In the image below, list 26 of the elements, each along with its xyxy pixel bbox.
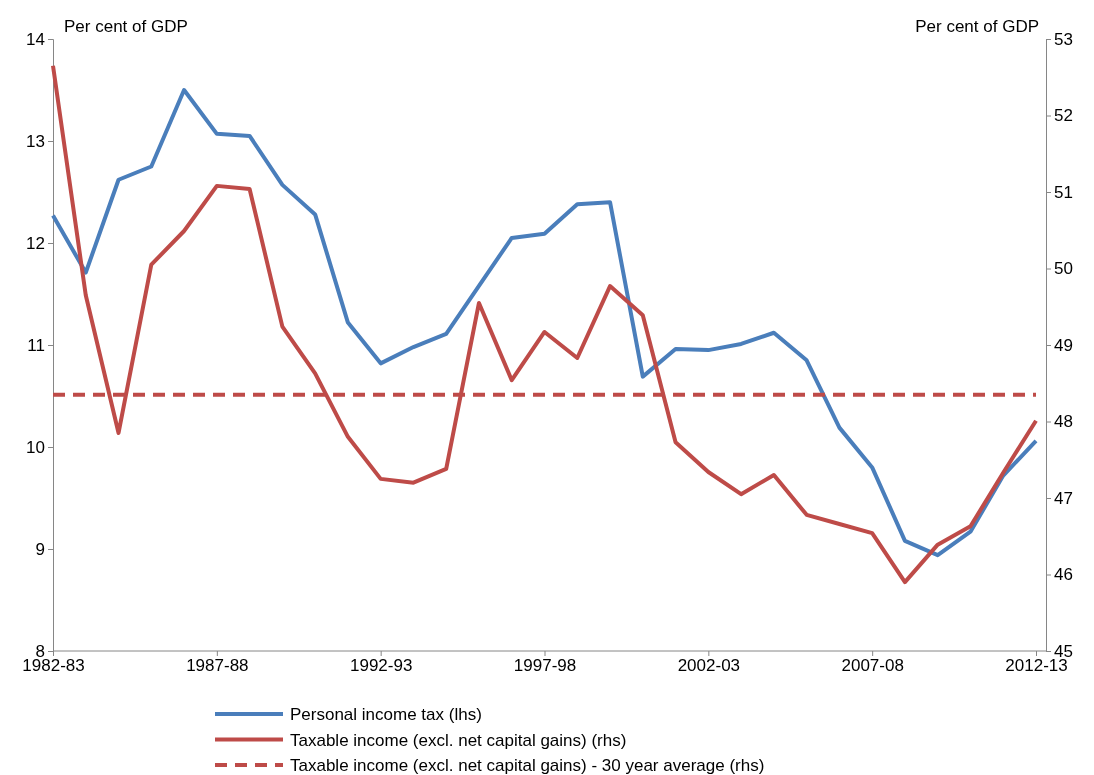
y2-tick-label: 49 (1054, 335, 1073, 355)
y2-axis-title: Per cent of GDP (915, 17, 1039, 36)
y2-tick-label: 46 (1054, 565, 1073, 585)
y-tick-label: 12 (26, 233, 45, 253)
y-tick-label: 11 (27, 335, 45, 355)
y2-tick-label: 53 (1054, 29, 1073, 49)
x-tick-label: 2012-13 (1005, 656, 1068, 676)
y2-tick-label: 48 (1054, 412, 1073, 432)
y-axis-title: Per cent of GDP (64, 17, 188, 36)
y2-tick-label: 51 (1054, 182, 1073, 202)
y2-tick-label: 47 (1054, 488, 1073, 508)
legend-label: Taxable income (excl. net capital gains) - 30 year average (rhs) (290, 756, 765, 775)
y-tick-label: 13 (26, 131, 45, 151)
x-tick-label: 1992-93 (349, 656, 413, 676)
legend-label: Taxable income (excl. net capital gains) (rhs) (290, 730, 627, 750)
y-tick-label: 9 (35, 539, 45, 559)
y2-tick-label: 50 (1054, 259, 1073, 279)
y-tick-label: 14 (26, 29, 45, 49)
x-tick-label: 2007-08 (841, 656, 904, 676)
y2-tick-label: 52 (1054, 106, 1073, 126)
x-tick-label: 1987-88 (186, 656, 249, 676)
y-tick-label: 10 (26, 437, 45, 457)
legend-label: Personal income tax (lhs) (290, 705, 482, 724)
x-tick-label: 2002-03 (677, 656, 741, 676)
x-tick-label: 1982-83 (22, 656, 85, 676)
x-tick-label: 1997-98 (513, 656, 577, 676)
